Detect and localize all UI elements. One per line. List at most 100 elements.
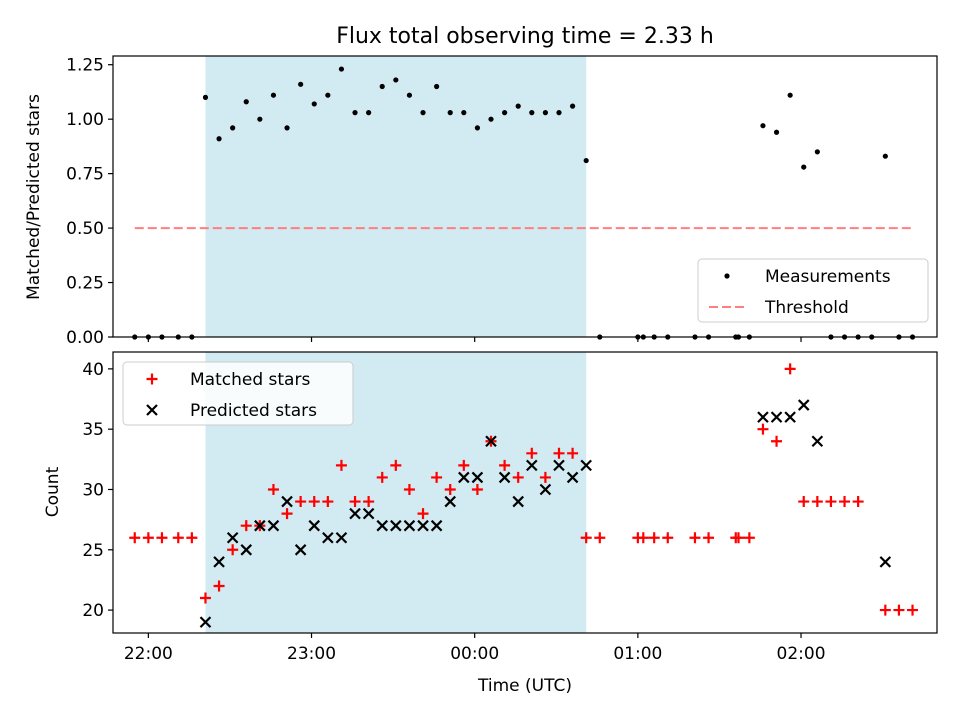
x-tick-label: 02:00 — [777, 644, 826, 664]
data-point — [566, 471, 579, 484]
data-point — [757, 423, 769, 435]
legend-plus-marker — [146, 373, 158, 385]
legend-box — [697, 258, 929, 323]
data-point — [801, 164, 807, 170]
y-tick-label: 35 — [82, 420, 104, 440]
data-point — [240, 520, 252, 532]
data-point — [338, 66, 345, 72]
data-point — [458, 471, 470, 484]
data-point — [186, 532, 198, 544]
data-point — [542, 110, 548, 116]
legend-box — [122, 361, 354, 426]
data-point — [447, 110, 453, 116]
data-point — [406, 92, 413, 98]
y-tick-label: 1.00 — [66, 110, 104, 130]
data-point — [284, 125, 290, 131]
data-point — [811, 435, 824, 448]
data-point — [526, 459, 538, 472]
data-point — [556, 110, 562, 116]
data-point — [760, 123, 766, 129]
data-point — [270, 92, 277, 98]
data-point — [512, 471, 524, 483]
data-point — [648, 532, 660, 544]
data-point — [295, 496, 307, 508]
data-point — [335, 531, 348, 544]
data-point — [417, 508, 429, 520]
data-point — [757, 411, 769, 423]
data-point — [567, 447, 579, 459]
data-point — [403, 519, 416, 532]
data-point — [390, 519, 402, 532]
y-tick-label: 0.00 — [66, 328, 104, 348]
data-point — [882, 153, 888, 159]
data-point — [281, 508, 293, 520]
data-point — [322, 496, 334, 508]
data-point — [458, 459, 470, 471]
data-point — [431, 471, 443, 483]
series-predicted-stars — [199, 399, 892, 628]
x-axis-label: Time (UTC) — [477, 676, 572, 696]
panel-1: 0.00 0.25 0.50 0.75 1.00 1.25 Measurements Thre… — [66, 55, 938, 348]
data-point — [798, 496, 810, 508]
legend-dot-marker — [724, 273, 730, 279]
data-point — [485, 435, 497, 448]
data-point — [743, 532, 755, 544]
data-point — [213, 580, 225, 592]
data-point — [583, 157, 589, 164]
data-point — [156, 532, 168, 544]
data-point — [390, 459, 402, 471]
panel-2: 20 25 30 35 40 22:00 23:00 00:00 01:00 02:00 Match… — [82, 351, 938, 664]
data-point — [689, 532, 701, 544]
data-point — [226, 531, 239, 544]
axes-frame — [112, 55, 938, 338]
y-tick-label: 20 — [82, 601, 104, 621]
top-panel-y-axis-label: Matched/Predicted stars — [24, 94, 44, 300]
data-point — [281, 495, 293, 508]
legend-x-marker — [146, 404, 158, 416]
data-point — [257, 116, 263, 122]
data-point — [213, 556, 225, 568]
data-point — [893, 604, 905, 616]
data-point — [637, 532, 649, 544]
data-point — [569, 103, 576, 109]
legend-label: Threshold — [764, 298, 849, 318]
data-point — [393, 77, 399, 83]
data-point — [376, 519, 389, 532]
data-point — [461, 110, 467, 116]
data-point — [471, 471, 484, 484]
data-point — [322, 531, 334, 544]
data-point — [771, 435, 783, 447]
y-tick-label: 40 — [82, 360, 104, 380]
y-tick-label: 1.25 — [66, 56, 104, 76]
data-point — [267, 519, 280, 532]
data-point — [773, 129, 780, 135]
data-point — [502, 110, 508, 116]
data-point — [216, 136, 222, 142]
data-point — [553, 447, 565, 459]
data-point — [512, 495, 524, 508]
data-point — [403, 483, 415, 495]
axes-frame — [112, 351, 938, 634]
data-point — [594, 532, 606, 544]
x-tick-label: 00:00 — [450, 644, 499, 664]
data-point — [308, 496, 320, 508]
data-point — [420, 110, 426, 116]
y-tick-label: 25 — [82, 541, 104, 561]
data-point — [488, 116, 494, 122]
data-point — [662, 532, 674, 544]
legend: Measurements Threshold — [697, 258, 929, 323]
plot-area: 0.00 0.25 0.50 0.75 1.00 1.25 Measurements Thre… — [66, 55, 938, 664]
data-point — [243, 99, 249, 105]
data-point — [529, 110, 535, 116]
data-point — [471, 483, 483, 495]
legend-label: Measurements — [765, 267, 891, 287]
data-point — [703, 532, 715, 544]
data-point — [362, 507, 375, 520]
data-point — [352, 110, 358, 116]
data-point — [580, 532, 592, 544]
data-point — [580, 459, 592, 472]
data-point — [879, 556, 892, 568]
data-point — [311, 101, 317, 107]
legend: Matched stars Predicted stars — [122, 361, 354, 426]
